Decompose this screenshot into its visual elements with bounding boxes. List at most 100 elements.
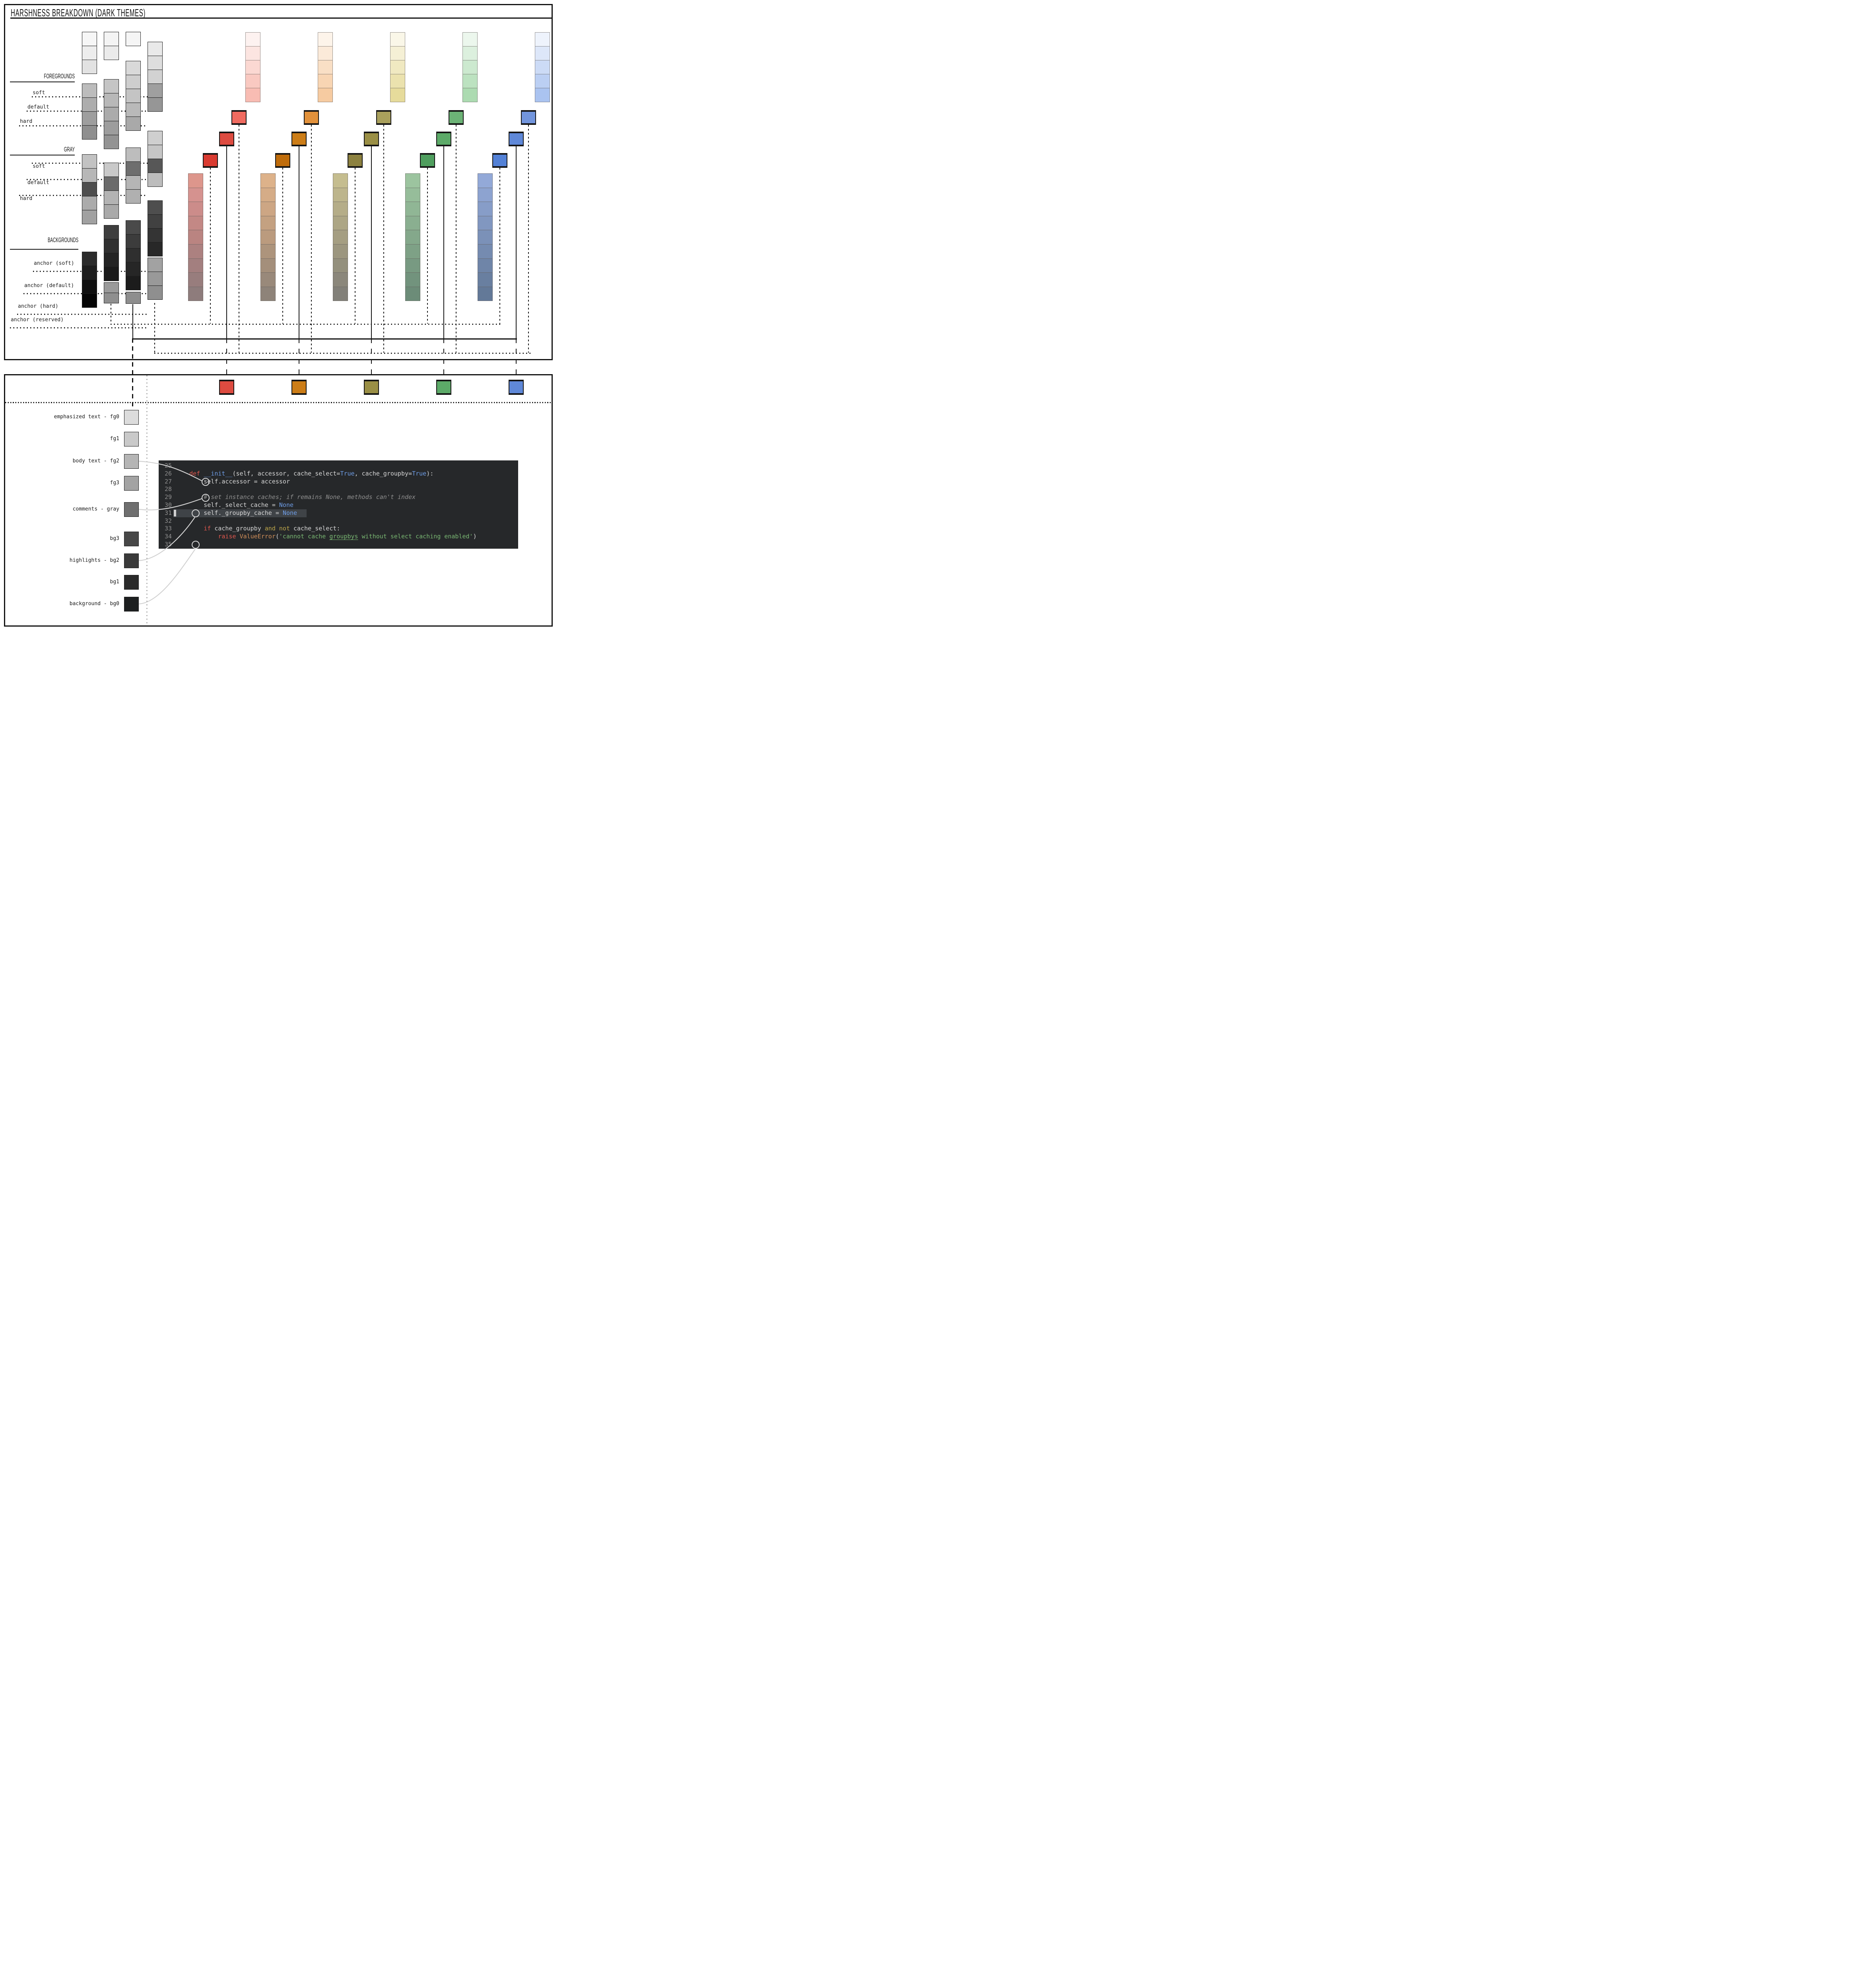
swatch-cell [405,173,420,188]
swatch-cell [405,244,420,259]
blue-soft-line [528,125,529,353]
leader-label-anchor-default-: anchor (default) [24,283,74,289]
swatch-cell [188,258,203,273]
blue-pastel-column [534,32,550,102]
swatch-cell [332,202,348,216]
swatch-cell [82,182,97,196]
swatch-cell [148,145,163,159]
swatch-cell [390,60,405,74]
swatch-cell [82,252,97,266]
swatch-cell [462,74,478,88]
orange-hard-line [282,168,283,324]
swatch-cell [148,200,163,215]
swatch-cell [126,234,141,248]
swatch-cell [148,173,163,187]
swatch-cell [260,230,276,245]
swatch-cell [148,42,163,56]
legend-swatch-bg3 [124,532,139,546]
green-soft-swatch [449,110,464,125]
swatch-cell [126,220,141,235]
swatch-cell [462,88,478,102]
code-token: cache_groupby [211,525,265,532]
code-line: def __init__(self, accessor, cache_selec… [175,470,433,477]
code-token [175,533,218,540]
green-soft-line [455,125,457,353]
swatch-cell [104,253,119,267]
code-line: # set instance caches; if remains None, … [175,493,416,501]
swatch-cell [82,97,97,112]
bus-line-3 [154,353,530,354]
code-token: ValueError [239,533,276,540]
swatch-cell [104,225,119,239]
swatch-cell [534,46,550,60]
swatch-cell [245,88,260,102]
leader-label-hard: hard [20,196,33,202]
swatch-cell [82,32,97,46]
swatch-cell [148,83,163,98]
swatch-cell [405,272,420,287]
code-token [175,470,189,477]
legend-label-fg2: body text - fg2 [72,458,119,464]
bottom-panel-dotted-vertical [146,375,148,625]
green-hard-swatch [420,153,435,168]
swatch-cell [260,258,276,273]
page-title: HARSHNESS BREAKDOWN (DARK THEMES) [11,7,146,19]
green-muted-column [405,173,420,301]
code-token: and [264,525,276,532]
swatch-cell [148,242,163,256]
swatch-cell [104,79,119,93]
line-number: 31 [164,509,172,516]
leader-dotted-line [10,327,148,328]
swatch-cell [477,272,493,287]
gray-column-4-drop-line [154,303,155,353]
code-token: (self, accessor, cache_select= [232,470,340,477]
swatch-cell [126,248,141,262]
code-token: without select caching enabled' [358,533,473,540]
swatch-cell [477,173,493,188]
swatch-cell [332,286,348,301]
leader-label-anchor-hard-: anchor (hard) [18,303,58,309]
gray-column-2-segment [104,79,119,149]
legend-label-bg1: bg1 [110,579,119,585]
swatch-cell [148,228,163,243]
gray-column-4-segment [148,131,163,187]
blue-soft-swatch [521,110,536,125]
swatch-cell [126,103,141,117]
gray-column-4-segment [148,200,163,256]
swatch-cell [148,97,163,112]
leader-label-soft: soft [33,163,45,169]
swatch-cell [245,74,260,88]
leader-label-anchor-soft-: anchor (soft) [34,260,74,266]
gray-column-2-segment [104,282,119,303]
code-token: True [412,470,427,477]
swatch-cell [148,285,163,300]
code-token: self._groupby_cache = [175,509,283,516]
section-underline [10,249,78,250]
gray-column-4-segment [148,42,163,112]
swatch-cell [148,56,163,70]
gray-column-1-segment [82,252,97,308]
code-line: self._groupby_cache = None [175,509,297,516]
bus-line-2 [132,338,517,340]
swatch-cell [317,60,333,74]
line-number: 35 [164,541,172,548]
swatch-cell [188,187,203,202]
swatch-cell [82,168,97,182]
code-token: ) [473,533,477,540]
legend-swatch-gray [124,502,139,517]
swatch-cell [332,258,348,273]
gray-column-2-segment [104,163,119,219]
leader-label-hard: hard [20,118,33,124]
swatch-cell [126,189,141,204]
swatch-cell [104,204,119,219]
olive-pastel-column [390,32,405,102]
code-token: # set instance caches; if remains None, … [204,493,416,501]
swatch-cell [82,60,97,74]
swatch-cell [82,46,97,60]
olive-default-line-drop [371,338,372,380]
green-default-line-drop [443,338,444,380]
swatch-cell [82,125,97,140]
olive-accent-row-swatch [363,380,379,395]
code-token: ): [426,470,434,477]
leader-label-default: default [27,104,49,110]
